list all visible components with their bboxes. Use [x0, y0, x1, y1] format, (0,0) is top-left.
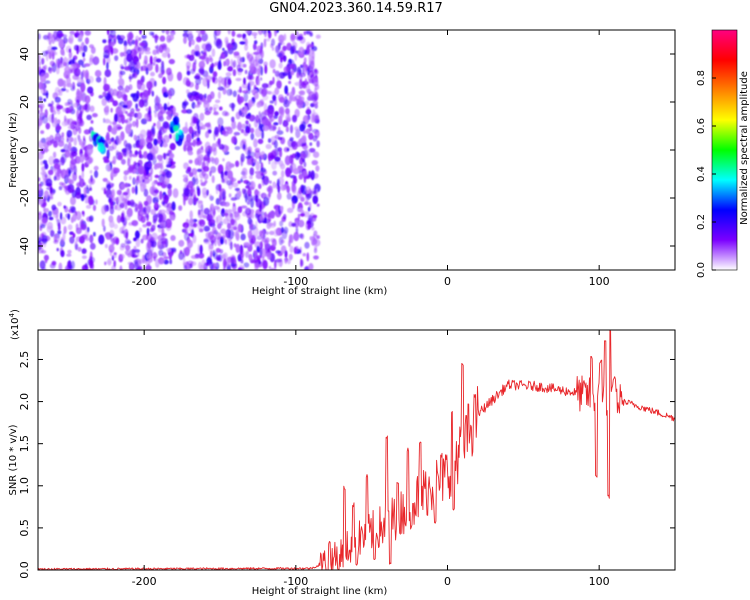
- x-axis-label: Height of straight line (km): [252, 586, 388, 597]
- figure-title: GN04.2023.360.14.59.R17: [269, 1, 443, 16]
- y-axis-label: Frequency (Hz): [8, 112, 19, 188]
- y-tick-label: 2.0: [18, 393, 31, 411]
- colorbar-tick-label: 0.0: [696, 262, 707, 278]
- colorbar-tick-label: 0.2: [696, 214, 707, 230]
- y-tick-label: 0: [18, 147, 31, 154]
- spectrogram-noise: [38, 30, 321, 270]
- colorbar-label: Normalized spectral amplitude: [739, 71, 750, 225]
- x-tick-label: -100: [283, 575, 308, 588]
- colorbar-frame: [711, 29, 738, 271]
- colorbar-gradient: [712, 30, 737, 270]
- x-tick-label: -200: [132, 275, 157, 288]
- colorbar-tick-label: 0.8: [696, 70, 707, 86]
- colorbar-tick-label: 0.4: [696, 166, 707, 182]
- colorbar-tick-label: 0.6: [696, 118, 707, 134]
- x-tick-label: 0: [444, 575, 451, 588]
- snr-series-line: [38, 330, 675, 570]
- y-tick-label: 1.5: [18, 435, 31, 453]
- x-tick-label: -200: [132, 575, 157, 588]
- x-tick-label: 100: [589, 275, 610, 288]
- y-tick-label: 0.0: [18, 561, 31, 579]
- y-tick-label: -40: [18, 237, 31, 255]
- y-tick-label: 1.0: [18, 477, 31, 495]
- y-tick-label: 20: [18, 95, 31, 109]
- y-tick-label: 40: [18, 47, 31, 61]
- snr-panel: -200 -100 0 100 0.0 0.5 1.0 1.5 2.0 2.5 Height of …: [8, 309, 676, 597]
- y-axis-label: SNR (10 * v/v): [8, 424, 19, 495]
- x-tick-label: -100: [283, 275, 308, 288]
- y-tick-label: -20: [18, 189, 31, 207]
- y-tick-label: 2.5: [18, 351, 31, 369]
- x-tick-label: 0: [444, 275, 451, 288]
- x-axis-label: Height of straight line (km): [252, 286, 388, 297]
- spectrogram-plot-area: [38, 0, 675, 270]
- y-tick-label: 0.5: [18, 519, 31, 537]
- colorbar: 0.0 0.2 0.4 0.6 0.8 Normalized spectral ampli…: [696, 29, 750, 278]
- y-scale-label: (x104): [8, 309, 21, 340]
- x-tick-label: 100: [589, 575, 610, 588]
- snr-frame: [37, 329, 676, 571]
- spectrogram-signal-band: [317, 0, 401, 2]
- snr-plot-area: [38, 330, 675, 570]
